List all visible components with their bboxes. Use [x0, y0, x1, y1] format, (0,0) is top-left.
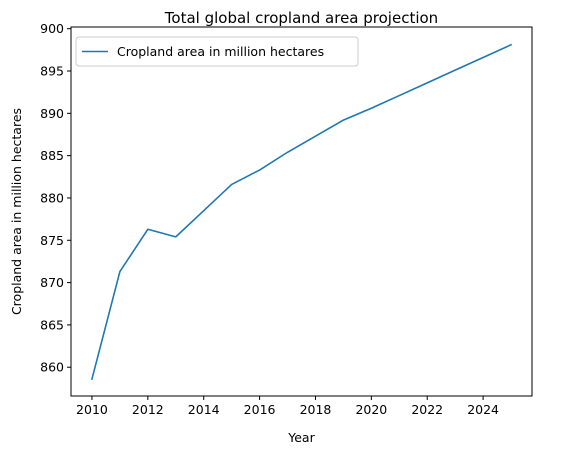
y-tick-label: 865: [40, 317, 64, 332]
data-point: [119, 271, 121, 273]
data-point: [315, 135, 317, 137]
data-point: [482, 57, 484, 59]
data-point: [203, 210, 205, 212]
series-line-0: [90, 43, 513, 381]
chart-title: Total global cropland area projection: [164, 9, 438, 27]
y-axis-ticks: 860 865 870 875 880 885 890 895 900: [40, 21, 71, 375]
data-point: [398, 95, 400, 97]
y-tick-label: 870: [40, 275, 64, 290]
x-tick-label: 2018: [300, 402, 332, 417]
data-point: [454, 69, 456, 71]
x-axis-label: Year: [287, 430, 315, 445]
data-point: [343, 119, 345, 121]
data-point: [147, 228, 149, 230]
data-point: [91, 378, 93, 380]
x-tick-label: 2012: [132, 402, 164, 417]
legend: Cropland area in million hectares: [75, 36, 359, 67]
legend-label: Cropland area in million hectares: [117, 44, 324, 59]
data-point: [371, 107, 373, 109]
y-tick-label: 885: [40, 148, 64, 163]
x-axis-ticks: 2010 2012 2014 2016 2018 2020 2022 2024: [76, 396, 499, 417]
y-tick-label: 895: [40, 64, 64, 79]
x-tick-label: 2022: [411, 402, 443, 417]
plot-frame: [70, 26, 533, 397]
x-tick-label: 2024: [467, 402, 499, 417]
x-tick-label: 2010: [76, 402, 108, 417]
data-point: [287, 151, 289, 153]
y-tick-label: 880: [40, 190, 64, 205]
x-tick-label: 2020: [355, 402, 387, 417]
series-layer: [90, 43, 513, 381]
y-axis-label: Cropland area in million hectares: [9, 108, 24, 315]
x-tick-label: 2014: [188, 402, 220, 417]
y-tick-label: 875: [40, 233, 64, 248]
x-tick-label: 2016: [244, 402, 276, 417]
legend-box: [75, 36, 359, 67]
y-tick-label: 890: [40, 106, 64, 121]
data-point: [231, 184, 233, 186]
data-point: [259, 169, 261, 171]
data-point: [510, 44, 512, 46]
y-tick-label: 900: [40, 21, 64, 36]
y-tick-label: 860: [40, 360, 64, 375]
data-point: [426, 82, 428, 84]
data-point: [175, 236, 177, 238]
